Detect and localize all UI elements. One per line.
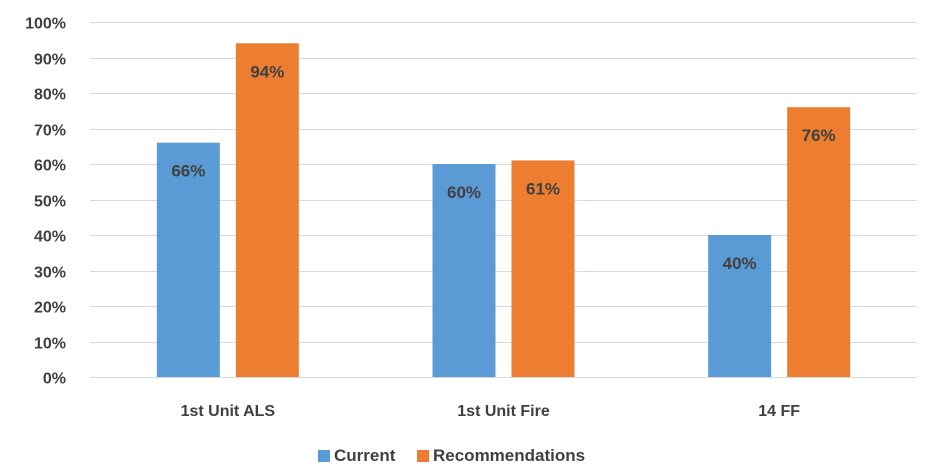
y-tick-label: 0%	[43, 371, 66, 388]
data-label: 61%	[526, 179, 560, 198]
bar-recommendations	[787, 107, 851, 377]
y-tick-label: 20%	[34, 300, 66, 317]
y-tick-label: 70%	[34, 123, 66, 140]
y-tick-label: 50%	[34, 194, 66, 211]
legend-label: Recommendations	[433, 446, 585, 465]
y-tick-label: 80%	[34, 87, 66, 104]
data-label: 66%	[171, 162, 205, 181]
bar-recommendations	[235, 43, 299, 378]
bar-recommendations	[511, 160, 575, 377]
data-label: 76%	[802, 126, 836, 145]
bar-current	[432, 164, 496, 377]
y-axis-tick-labels: 0% 10% 20% 30% 40% 50% 60% 70% 80% 90% 100%	[25, 16, 66, 388]
legend-label: Current	[334, 446, 396, 465]
y-tick-label: 30%	[34, 265, 66, 282]
y-tick-label: 90%	[34, 52, 66, 69]
y-tick-label: 60%	[34, 158, 66, 175]
category-label: 1st Unit ALS	[181, 403, 276, 420]
category-label: 14 FF	[758, 403, 800, 420]
bar-current	[708, 235, 772, 377]
data-label: 94%	[250, 62, 284, 81]
y-tick-label: 10%	[34, 336, 66, 353]
x-axis-category-labels: 1st Unit ALS 1st Unit Fire 14 FF	[181, 403, 801, 420]
category-label: 1st Unit Fire	[457, 403, 550, 420]
bars	[156, 43, 851, 378]
y-tick-label: 100%	[25, 16, 66, 33]
legend-swatch	[318, 450, 330, 462]
gridlines	[90, 22, 917, 378]
bar-current	[156, 142, 220, 377]
y-tick-label: 40%	[34, 229, 66, 246]
data-label: 40%	[723, 254, 757, 273]
legend-swatch	[417, 450, 429, 462]
legend: Current Recommendations	[318, 446, 585, 465]
data-labels: 66% 94% 60% 61% 40% 76%	[171, 62, 835, 273]
data-label: 60%	[447, 183, 481, 202]
